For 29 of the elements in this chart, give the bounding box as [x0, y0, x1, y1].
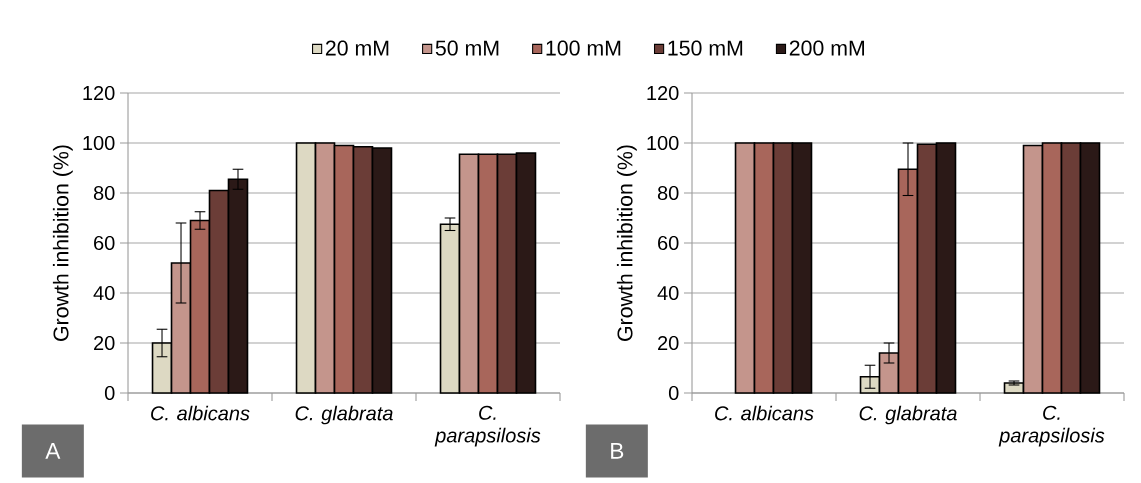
- y-tick-label: 100: [83, 135, 115, 151]
- x-tick-label: C. albicans: [151, 405, 250, 421]
- y-tick-label: 40: [93, 285, 115, 301]
- legend-label: 20 mM: [325, 40, 389, 56]
- x-tick-label: C. glabrata: [859, 405, 957, 425]
- legend-label: 150 mM: [668, 40, 743, 56]
- x-tick-label: C. parapsilosis: [434, 405, 541, 447]
- y-tick-label: 60: [658, 235, 679, 251]
- text: B: [611, 443, 624, 459]
- y-tick-label: 80: [93, 185, 115, 201]
- y-tick-label: 40: [657, 285, 679, 301]
- y-tick-label: 120: [647, 85, 679, 101]
- y-tick-label: 20: [94, 335, 115, 351]
- y-tick-label: 80: [657, 185, 679, 201]
- x-tick-label: C. glabrata: [295, 405, 393, 425]
- y-tick-label: 100: [647, 135, 679, 151]
- x-tick-label: C. albicans: [715, 405, 814, 421]
- legend-label: 200 mM: [789, 40, 865, 56]
- x-tick-label: C. parapsilosis: [998, 405, 1105, 447]
- y-tick-label: 60: [94, 235, 115, 251]
- y-axis-title: Growth inhibition (%): [616, 145, 637, 341]
- y-tick-label: 20: [658, 335, 679, 351]
- legend-label: 50 mM: [435, 40, 499, 56]
- text: A: [45, 443, 61, 459]
- y-tick-label: 120: [83, 85, 115, 101]
- y-tick-label: 0: [104, 385, 115, 401]
- y-axis-title: Growth inhibition (%): [52, 145, 73, 341]
- legend-label: 100 mM: [546, 40, 621, 56]
- y-tick-label: 0: [668, 385, 679, 401]
